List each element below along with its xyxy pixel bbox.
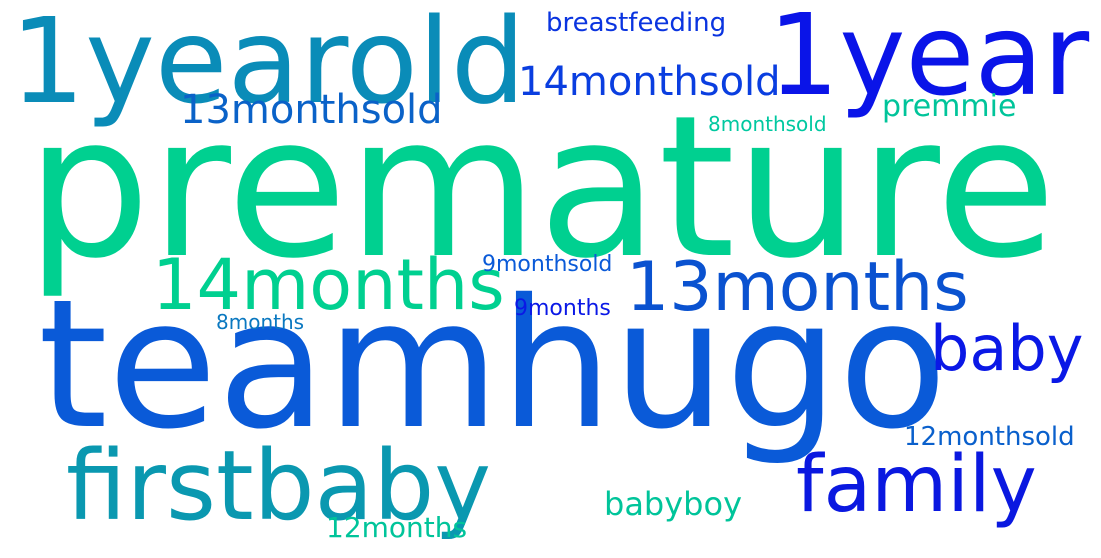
word-firstbaby: firstbaby [66,430,492,542]
word-9monthsold: 9monthsold [482,252,613,277]
word-8months: 8months [216,310,305,334]
word-premature: premature [26,74,1057,302]
word-12months: 12months [326,511,468,544]
word-family: family [796,440,1037,530]
word-1year: 1year [768,0,1090,121]
word-8monthsold: 8monthsold [708,112,827,136]
word-babyboy: babyboy [604,485,742,523]
word-13months: 13months [626,248,969,327]
word-premmie: premmie [882,89,1017,124]
word-baby: baby [930,312,1084,385]
word-12monthsold: 12monthsold [904,422,1075,452]
word-14months: 14months [152,244,505,326]
word-breastfeeding: breastfeeding [546,8,727,38]
word-14monthsold: 14monthsold [518,59,781,105]
word-9months: 9months [514,296,611,321]
word-1yearold: 1yearold [10,0,526,130]
word-13monthsold: 13monthsold [180,87,443,133]
word-teamhugo: teamhugo [38,261,948,468]
